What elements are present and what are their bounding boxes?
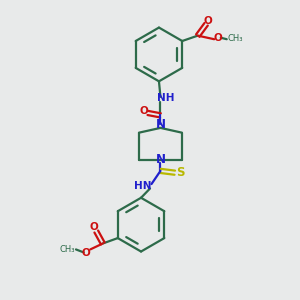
Text: N: N — [155, 153, 166, 166]
Text: NH: NH — [157, 93, 175, 103]
Text: N: N — [155, 118, 166, 131]
Text: O: O — [204, 16, 213, 26]
Text: CH₃: CH₃ — [227, 34, 243, 43]
Text: O: O — [89, 222, 98, 232]
Text: O: O — [140, 106, 148, 116]
Text: S: S — [176, 166, 184, 179]
Text: CH₃: CH₃ — [60, 245, 75, 254]
Text: HN: HN — [134, 181, 152, 190]
Text: O: O — [214, 33, 222, 43]
Text: O: O — [81, 248, 90, 258]
